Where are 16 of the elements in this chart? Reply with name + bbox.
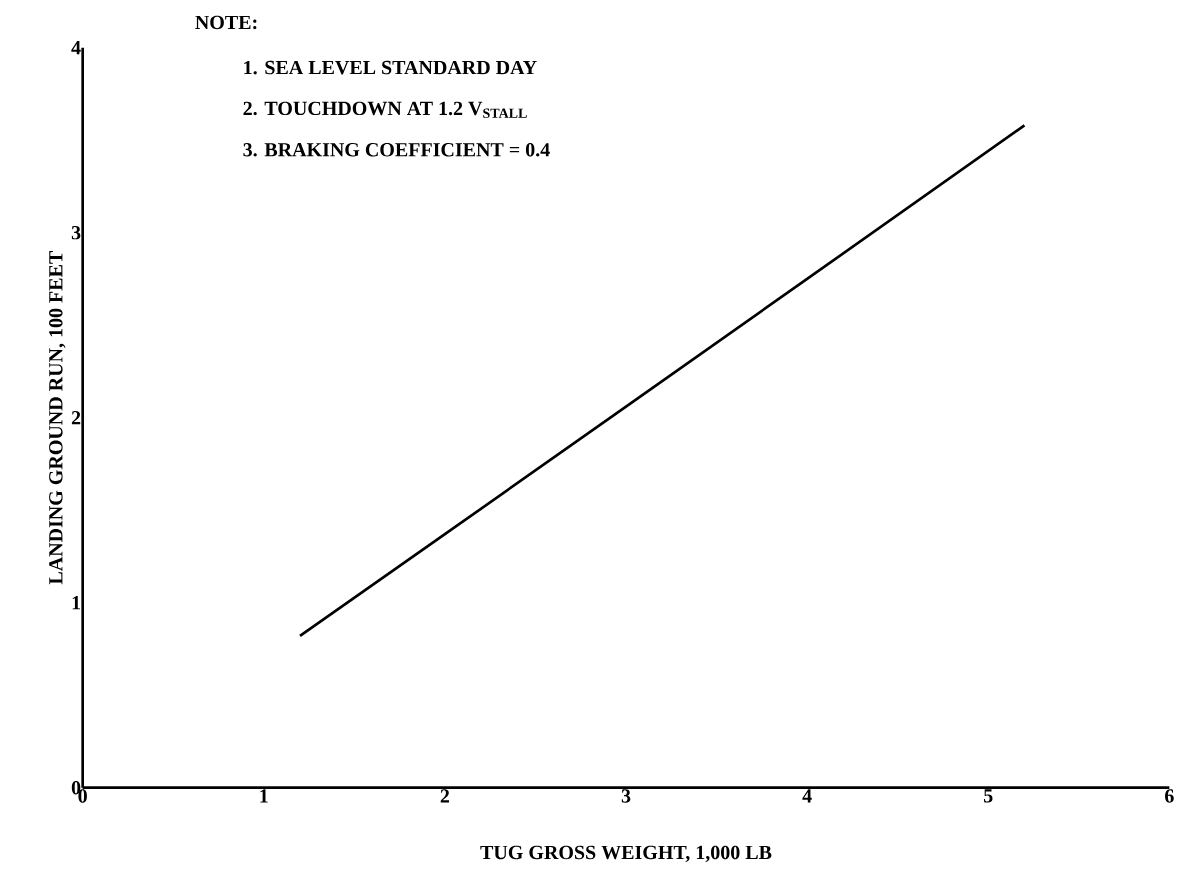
y-tick-label: 2: [71, 411, 81, 425]
x-tick-label: 2: [440, 789, 450, 803]
x-tick-label: 5: [984, 789, 993, 803]
annotation: 1. SEA LEVEL STANDARD DAY: [244, 60, 537, 75]
x-tick-label: 6: [1165, 789, 1174, 803]
annotation: 2. TOUCHDOWN AT 1.2 V$_{STALL}$: [243, 101, 527, 118]
text: NOTE:: [195, 15, 257, 30]
y-tick-label: 4: [71, 41, 81, 55]
y-axis-title: LANDING GROUND RUN, 100 FEET: [49, 251, 66, 585]
y-tick-label: 3: [71, 225, 81, 240]
x-tick-label: 1: [260, 789, 268, 803]
x-tick-label: 4: [802, 789, 812, 803]
x-tick-label: 3: [621, 789, 631, 803]
y-tick-label: 1: [72, 596, 81, 610]
x-axis-title: TUG GROSS WEIGHT, 1,000 LB: [480, 845, 772, 863]
annotation: 3. BRAKING COEFFICIENT = 0.4: [243, 142, 550, 157]
